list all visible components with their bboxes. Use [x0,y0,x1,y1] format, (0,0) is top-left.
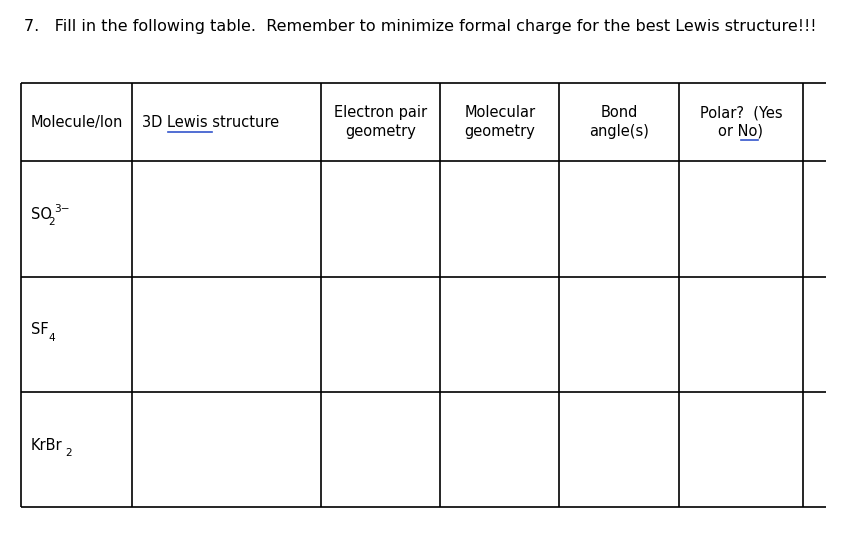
Text: 2: 2 [48,217,55,227]
Text: Bond
angle(s): Bond angle(s) [589,105,649,139]
Text: SF: SF [30,322,48,337]
Text: Polar?  (Yes
or No): Polar? (Yes or No) [700,105,782,139]
Text: 3−: 3− [55,205,70,214]
Text: 7.   Fill in the following table.  Remember to minimize formal charge for the be: 7. Fill in the following table. Remember… [24,19,816,34]
Text: 4: 4 [48,333,55,343]
Text: Molecule/Ion: Molecule/Ion [30,115,123,129]
Text: 2: 2 [66,448,72,458]
Text: 3D Lewis structure: 3D Lewis structure [142,115,279,129]
Text: KrBr: KrBr [30,438,62,453]
Text: Electron pair
geometry: Electron pair geometry [334,105,427,139]
Text: Molecular
geometry: Molecular geometry [464,105,536,139]
Text: SO: SO [30,207,51,222]
